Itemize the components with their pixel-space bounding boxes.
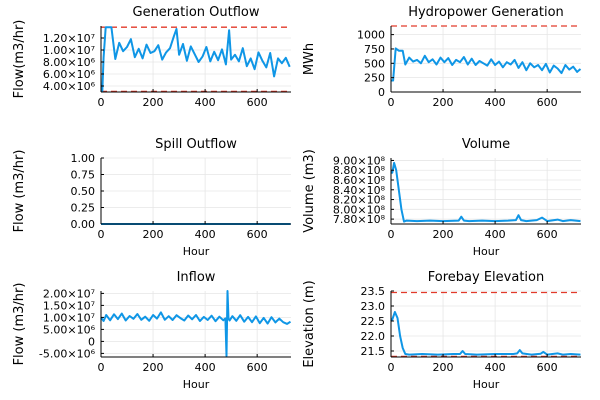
y-tick-label: 8.20×10⁸: [333, 194, 386, 207]
y-tick-label: 1.00: [71, 152, 96, 165]
y-tick-label: 0.50: [71, 185, 96, 198]
y-tick-label: 0.25: [71, 202, 96, 215]
y-tick-label: 21.5: [361, 345, 386, 358]
x-tick-label: 400: [195, 361, 216, 374]
chart-panel-6: 0 200 400 600 21.5 22.0 22.5 23.0 23.5 Forebay El…: [302, 270, 581, 391]
y-tick-label: 7.80×10⁸: [333, 213, 386, 226]
chart-panel-5: 0 200 400 600-5.00×10⁶05.00×10⁶1.00×10⁷1.50…: [12, 270, 292, 391]
y-axis-label: Flow (m3/hr): [12, 150, 27, 233]
y-tick-label: 250: [364, 72, 385, 85]
y-tick-label: 0: [88, 335, 95, 348]
chart-title: Forebay Elevation: [428, 270, 544, 285]
y-tick-label: 1000: [357, 29, 385, 42]
y-axis-label: Elevation (m): [302, 280, 317, 367]
x-axis-label: Hour: [183, 245, 210, 258]
y-tick-label: 750: [364, 43, 385, 56]
x-tick-label: 600: [247, 361, 268, 374]
x-tick-label: 400: [195, 96, 216, 109]
y-tick-label: 23.0: [361, 300, 386, 313]
x-tick-label: 600: [537, 228, 558, 241]
chart-panel-4: 0 200 400 600 7.80×10⁸8.00×10⁸8.20×10⁸8.40×1…: [302, 137, 581, 258]
y-tick-label: 8.00×10⁸: [333, 203, 386, 216]
y-tick-label: 0.00: [71, 218, 96, 231]
x-tick-label: 400: [485, 361, 506, 374]
y-tick-label: 22.5: [361, 315, 386, 328]
y-tick-label: 1.00×10⁷: [43, 44, 95, 57]
x-axis-label: Hour: [473, 245, 500, 258]
x-axis-label: Hour: [473, 378, 500, 391]
x-tick-label: 400: [195, 228, 216, 241]
chart-title: Volume: [462, 137, 510, 152]
x-tick-label: 200: [433, 96, 454, 109]
x-tick-label: 0: [388, 96, 395, 109]
y-tick-label: 8.00×10⁶: [43, 56, 96, 69]
x-tick-label: 0: [98, 361, 105, 374]
x-tick-label: 200: [143, 228, 164, 241]
y-axis-label: Volume (m3): [302, 149, 317, 233]
y-tick-label: 8.40×10⁸: [333, 184, 386, 197]
x-axis-label: Hour: [183, 378, 210, 391]
x-tick-label: 200: [143, 96, 164, 109]
chart-panel-3: 0 200 400 600 0.00 0.25 0.50 0.75 1.00 Spill Outf…: [12, 137, 291, 258]
x-tick-label: 600: [247, 96, 268, 109]
x-tick-label: 600: [537, 361, 558, 374]
x-tick-label: 200: [433, 228, 454, 241]
y-axis-label: Flow (m3/hr): [12, 283, 27, 366]
series-line: [391, 47, 582, 82]
x-tick-label: 0: [388, 361, 395, 374]
y-tick-label: 23.5: [361, 285, 386, 298]
series-line: [391, 161, 581, 223]
chart-title: Generation Outflow: [133, 5, 260, 20]
series-line: [390, 311, 581, 356]
y-tick-label: 1.20×10⁷: [43, 32, 95, 45]
y-tick-label: 8.80×10⁸: [333, 164, 386, 177]
x-tick-label: 200: [433, 361, 454, 374]
y-tick-label: 4.00×10⁶: [43, 80, 96, 93]
x-tick-label: 0: [98, 228, 105, 241]
x-tick-label: 0: [388, 228, 395, 241]
series-line: [101, 26, 291, 93]
y-tick-label: 2.00×10⁷: [43, 287, 95, 300]
y-tick-label: 0.75: [71, 169, 96, 182]
chart-panel-1: 0 200 400 600 4.00×10⁶6.00×10⁶8.00×10⁶1.00×1…: [12, 5, 291, 109]
x-tick-label: 400: [485, 228, 506, 241]
y-tick-label: 22.0: [361, 330, 386, 343]
y-tick-label: -5.00×10⁶: [39, 347, 96, 360]
x-tick-label: 600: [247, 228, 268, 241]
x-tick-label: 0: [98, 96, 105, 109]
y-tick-label: 1.50×10⁷: [43, 299, 95, 312]
y-tick-label: 0: [378, 86, 385, 99]
y-tick-label: 6.00×10⁶: [43, 68, 96, 81]
y-tick-label: 5.00×10⁶: [43, 323, 96, 336]
chart-title: Inflow: [177, 270, 216, 285]
x-tick-label: 600: [537, 96, 558, 109]
y-tick-label: 8.60×10⁸: [333, 174, 386, 187]
x-tick-label: 200: [143, 361, 164, 374]
y-axis-label: Flow(m3/hr): [12, 20, 27, 99]
x-tick-label: 400: [485, 96, 506, 109]
y-tick-label: 1.00×10⁷: [43, 311, 95, 324]
y-axis-label: MWh: [302, 43, 317, 75]
series-line: [100, 290, 292, 357]
chart-title: Spill Outflow: [155, 137, 237, 152]
y-tick-label: 500: [364, 57, 385, 70]
chart-title: Hydropower Generation: [408, 5, 564, 20]
y-tick-label: 9.00×10⁸: [333, 154, 386, 167]
